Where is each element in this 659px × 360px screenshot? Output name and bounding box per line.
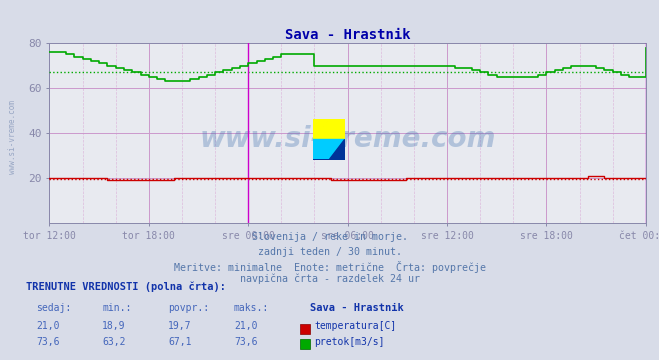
Polygon shape xyxy=(313,139,345,160)
Polygon shape xyxy=(313,119,345,139)
Text: 21,0: 21,0 xyxy=(234,321,258,332)
Text: sedaj:: sedaj: xyxy=(36,303,71,314)
Text: zadnji teden / 30 minut.: zadnji teden / 30 minut. xyxy=(258,247,401,257)
Text: 73,6: 73,6 xyxy=(234,337,258,347)
Text: 19,7: 19,7 xyxy=(168,321,192,332)
Text: Meritve: minimalne  Enote: metrične  Črta: povprečje: Meritve: minimalne Enote: metrične Črta:… xyxy=(173,261,486,273)
Text: maks.:: maks.: xyxy=(234,303,269,314)
Polygon shape xyxy=(329,139,345,160)
Text: 67,1: 67,1 xyxy=(168,337,192,347)
Text: Slovenija / reke in morje.: Slovenija / reke in morje. xyxy=(252,232,407,242)
Title: Sava - Hrastnik: Sava - Hrastnik xyxy=(285,28,411,42)
Polygon shape xyxy=(313,119,329,139)
Text: 63,2: 63,2 xyxy=(102,337,126,347)
Text: pretok[m3/s]: pretok[m3/s] xyxy=(314,337,385,347)
Text: 18,9: 18,9 xyxy=(102,321,126,332)
Text: temperatura[C]: temperatura[C] xyxy=(314,321,397,332)
Text: 73,6: 73,6 xyxy=(36,337,60,347)
Text: www.si-vreme.com: www.si-vreme.com xyxy=(8,100,17,174)
Text: www.si-vreme.com: www.si-vreme.com xyxy=(200,125,496,153)
Text: 21,0: 21,0 xyxy=(36,321,60,332)
Text: povpr.:: povpr.: xyxy=(168,303,209,314)
Polygon shape xyxy=(313,139,345,160)
Text: Sava - Hrastnik: Sava - Hrastnik xyxy=(310,303,403,314)
Text: TRENUTNE VREDNOSTI (polna črta):: TRENUTNE VREDNOSTI (polna črta): xyxy=(26,281,226,292)
Text: min.:: min.: xyxy=(102,303,132,314)
Text: navpična črta - razdelek 24 ur: navpična črta - razdelek 24 ur xyxy=(239,274,420,284)
